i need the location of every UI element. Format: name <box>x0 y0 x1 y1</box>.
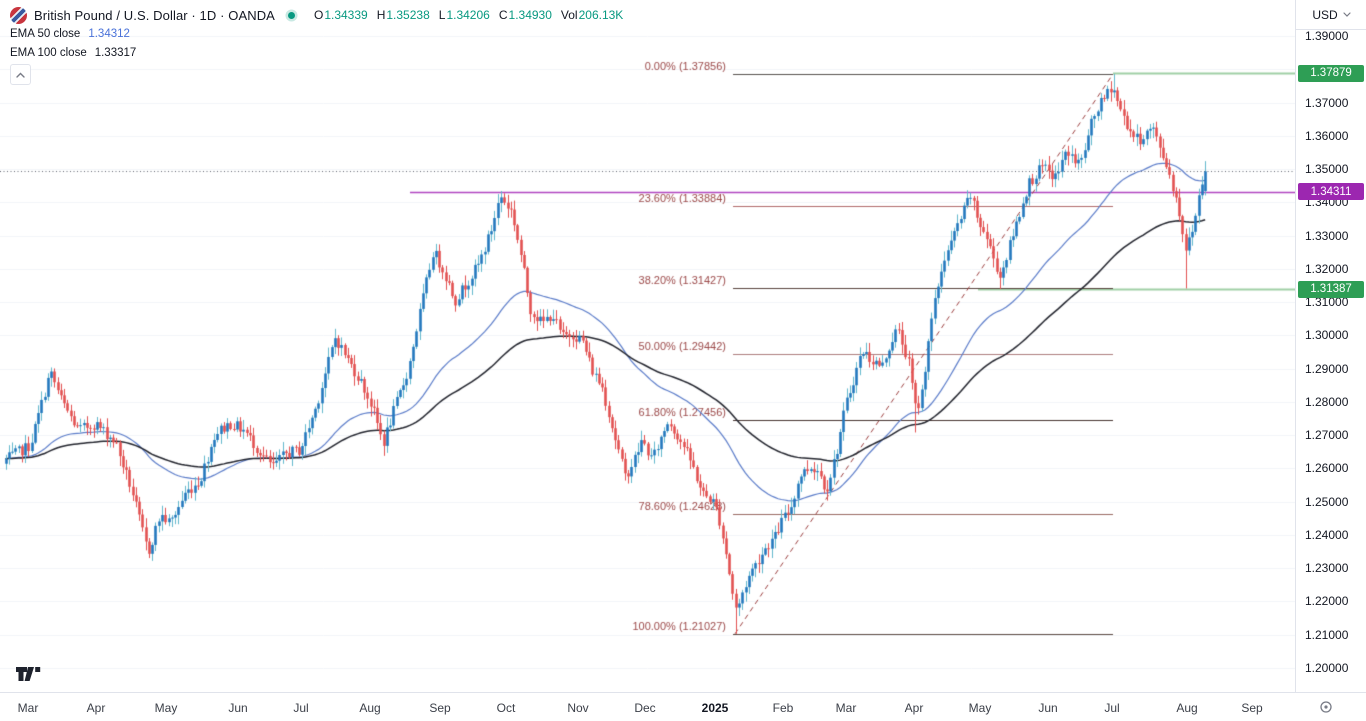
time-tick-label: 2025 <box>701 701 729 715</box>
tradingview-logo[interactable] <box>16 666 46 684</box>
price-tick-label: 1.24000 <box>1305 527 1349 542</box>
low-label: L <box>438 8 446 22</box>
time-tick-label: Jun <box>1038 701 1058 715</box>
time-tick-label: Feb <box>772 701 794 715</box>
currency-label: USD <box>1312 7 1338 22</box>
high-value: 1.35238 <box>386 8 430 22</box>
time-tick-label: Dec <box>634 701 656 715</box>
time-tick-label: Oct <box>496 701 516 715</box>
price-tick-label: 1.28000 <box>1305 394 1349 409</box>
time-tick-label: May <box>968 701 992 715</box>
symbol-flag-icon <box>10 6 27 24</box>
indicator-legend-ema50[interactable]: EMA 50 close 1.34312 <box>10 25 623 43</box>
time-tick-label: Nov <box>567 701 589 715</box>
ema100-label: EMA 100 close <box>10 47 87 59</box>
ema100-value: 1.33317 <box>94 47 137 59</box>
price-tick-label: 1.25000 <box>1305 494 1349 509</box>
price-tick-label: 1.31000 <box>1305 295 1349 310</box>
time-tick-label: Aug <box>359 701 381 715</box>
price-tick-label: 1.35000 <box>1305 162 1349 177</box>
ohlc-readout: O 1.34339 H 1.35238 L 1.34206 C 1.34930 Vol 2… <box>314 8 623 22</box>
open-label: O <box>313 8 324 22</box>
price-tick-label: 1.29000 <box>1305 361 1349 376</box>
price-tick-label: 1.33000 <box>1305 228 1349 243</box>
chevron-up-icon <box>16 72 25 78</box>
price-tick-label: 1.32000 <box>1305 261 1349 276</box>
time-tick-label: Jun <box>228 701 248 715</box>
time-tick-label: Apr <box>904 701 924 715</box>
price-tick-label: 1.27000 <box>1305 428 1349 443</box>
time-tick-label: Aug <box>1176 701 1198 715</box>
ema50-value: 1.34312 <box>88 28 130 40</box>
time-tick-label: Jul <box>293 701 309 715</box>
price-tick-label: 1.20000 <box>1305 660 1349 675</box>
price-tick-label: 1.22000 <box>1305 594 1349 609</box>
volume-label: Vol <box>560 8 578 22</box>
price-tick-label: 1.21000 <box>1305 627 1349 642</box>
time-tick-label: May <box>154 701 178 715</box>
price-tick-label: 1.30000 <box>1305 328 1349 343</box>
volume-value: 206.13K <box>578 8 624 22</box>
indicator-legend-ema100[interactable]: EMA 100 close 1.33317 <box>10 44 623 62</box>
currency-selector[interactable]: USD <box>1296 0 1366 30</box>
price-tick-label: 1.23000 <box>1305 561 1349 576</box>
time-tick-label: Sep <box>1241 701 1263 715</box>
chevron-down-icon <box>1343 12 1351 17</box>
price-tick-label: 1.26000 <box>1305 461 1349 476</box>
ema50-label: EMA 50 close <box>10 28 81 40</box>
price-chart-canvas[interactable] <box>0 0 1295 692</box>
low-value: 1.34206 <box>446 8 490 22</box>
high-label: H <box>376 8 386 22</box>
price-tick-label: 1.36000 <box>1305 128 1349 143</box>
time-axis[interactable]: Mar Apr May Jun Jul Aug Sep Oct Nov Dec 2025 Feb Mar… <box>0 692 1366 721</box>
time-tick-label: Sep <box>429 701 451 715</box>
time-tick-label: Mar <box>835 701 857 715</box>
price-scale[interactable]: USD 1.37879 1.34311 1.31387 1.39000 1.370… <box>1295 0 1366 692</box>
price-tick-label: 1.39000 <box>1305 29 1349 43</box>
time-tick-label: Mar <box>17 701 39 715</box>
collapse-legend-button[interactable] <box>10 64 31 85</box>
market-status-icon[interactable] <box>287 11 295 19</box>
chart-legend: British Pound / U.S. Dollar · 1D · OANDA… <box>10 6 623 85</box>
open-value: 1.34339 <box>324 8 368 22</box>
time-tick-label: Apr <box>86 701 106 715</box>
price-tick-label: 1.37000 <box>1305 95 1349 110</box>
close-label: C <box>498 8 508 22</box>
close-value: 1.34930 <box>508 8 552 22</box>
price-level-badge-mid[interactable]: 1.34311 <box>1298 183 1364 201</box>
symbol-title[interactable]: British Pound / U.S. Dollar · 1D · OANDA <box>34 7 275 23</box>
time-tick-label: Jul <box>1104 701 1120 715</box>
axis-settings-gear-icon[interactable] <box>1316 697 1336 717</box>
price-level-badge-low[interactable]: 1.31387 <box>1298 280 1364 298</box>
price-level-badge-high[interactable]: 1.37879 <box>1298 64 1364 82</box>
